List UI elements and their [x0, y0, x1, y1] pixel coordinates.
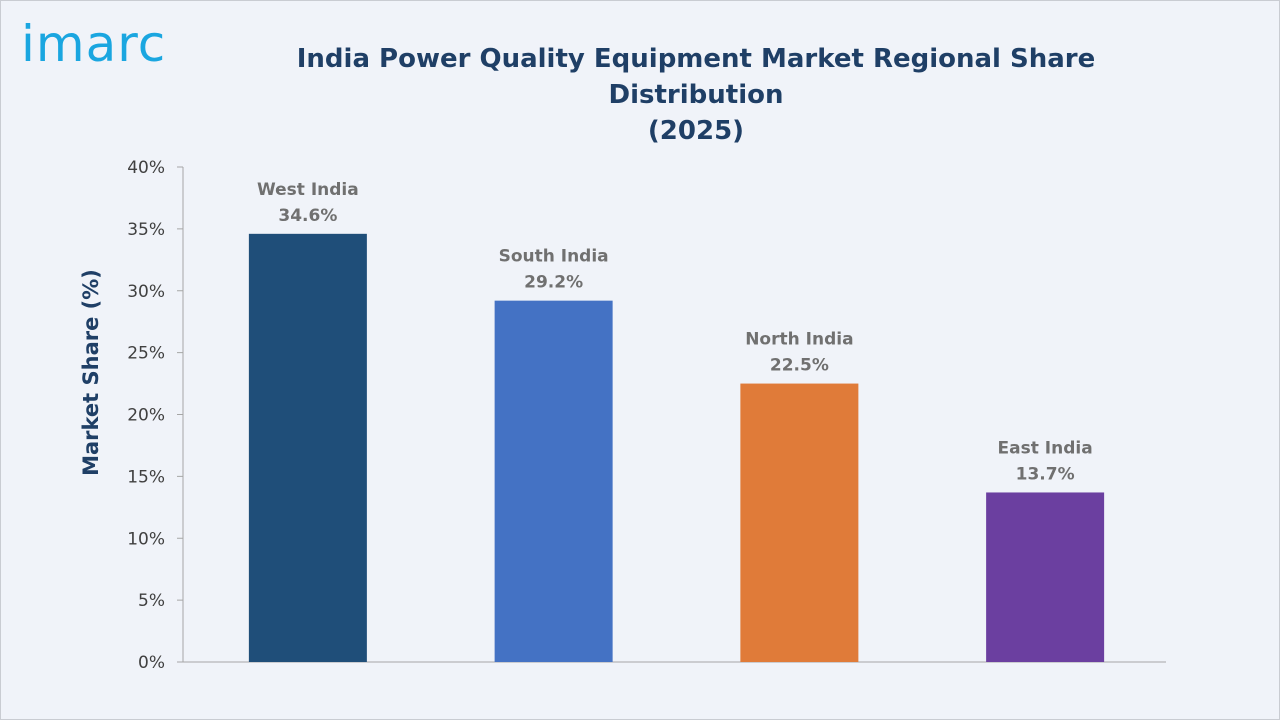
bar	[740, 383, 859, 662]
bar	[494, 300, 613, 662]
bar-value-label: 34.6%	[278, 206, 337, 226]
bar-category-label: West India	[257, 180, 359, 200]
bar-value-label: 29.2%	[524, 273, 583, 293]
y-tick-label: 10%	[127, 529, 165, 549]
chart-title-line-2: (2025)	[647, 116, 745, 146]
bar	[986, 492, 1105, 662]
imarc-logo: imarc	[21, 15, 211, 85]
y-tick-label: 35%	[127, 220, 165, 240]
bar-category-label: East India	[998, 438, 1093, 458]
y-tick-label: 30%	[127, 282, 165, 302]
y-tick-label: 5%	[138, 591, 165, 611]
y-tick-label: 40%	[127, 158, 165, 178]
chart-title-line-1: India Power Quality Equipment Market Reg…	[296, 44, 1096, 110]
y-tick-label: 20%	[127, 406, 165, 426]
bar-value-label: 22.5%	[770, 356, 829, 376]
chart-title: India Power Quality Equipment Market Reg…	[231, 41, 1161, 149]
y-tick-label: 0%	[138, 653, 165, 673]
y-tick-label: 15%	[127, 467, 165, 487]
y-axis-label: Market Share (%)	[79, 269, 103, 476]
bar-category-label: South India	[499, 247, 609, 267]
bar-value-label: 13.7%	[1016, 464, 1075, 484]
bar	[248, 233, 367, 662]
bar-category-label: North India	[745, 330, 853, 350]
logo-text: imarc	[21, 15, 167, 73]
y-tick-label: 25%	[127, 344, 165, 364]
